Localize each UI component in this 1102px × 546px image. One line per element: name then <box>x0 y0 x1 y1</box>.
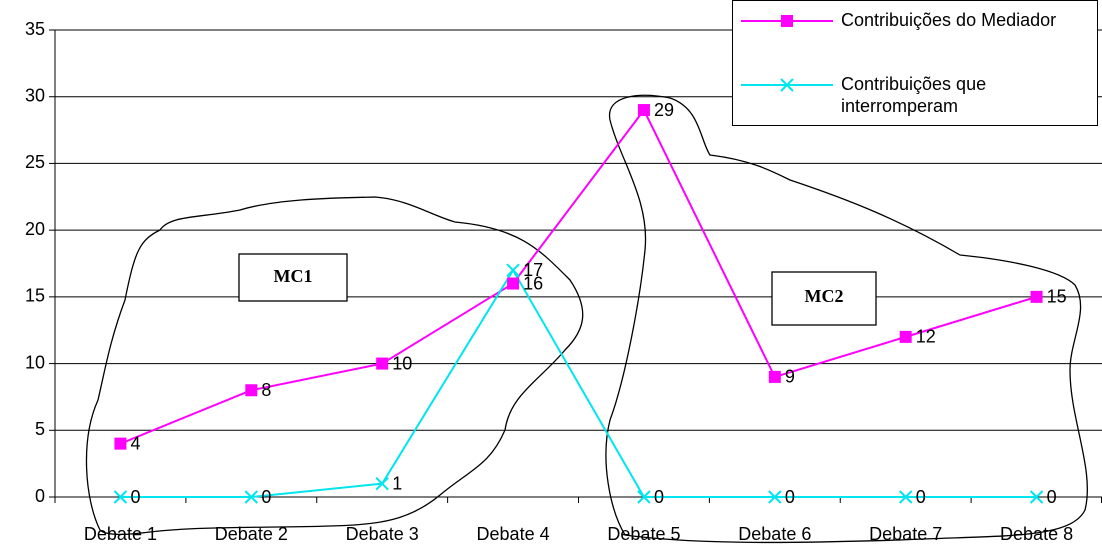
cluster-outline-mc1 <box>86 197 582 534</box>
data-label: 0 <box>1047 487 1057 507</box>
x-tick-label: Debate 1 <box>84 524 157 544</box>
data-label: 29 <box>654 100 674 120</box>
y-tick-label: 20 <box>25 219 45 239</box>
data-label: 9 <box>785 367 795 387</box>
point <box>638 104 650 116</box>
data-label: 17 <box>523 260 543 280</box>
y-tick-label: 10 <box>25 352 45 372</box>
legend-swatch <box>741 75 837 95</box>
legend-marker <box>781 15 793 27</box>
y-tick-label: 30 <box>25 85 45 105</box>
data-label: 1 <box>392 473 402 493</box>
data-label: 15 <box>1047 287 1067 307</box>
y-tick-label: 0 <box>35 486 45 506</box>
annotation: MC1 <box>274 266 313 286</box>
point <box>1031 291 1043 303</box>
x-tick-label: Debate 7 <box>869 524 942 544</box>
point <box>900 331 912 343</box>
point <box>376 358 388 370</box>
y-tick-label: 35 <box>25 19 45 39</box>
x-tick-label: Debate 5 <box>607 524 680 544</box>
data-label: 0 <box>130 487 140 507</box>
data-label: 0 <box>261 487 271 507</box>
point <box>769 371 781 383</box>
data-label: 12 <box>916 327 936 347</box>
x-tick-label: Debate 3 <box>346 524 419 544</box>
x-tick-label: Debate 4 <box>477 524 550 544</box>
x-tick-label: Debate 8 <box>1000 524 1073 544</box>
legend-label: Contribuições do Mediador <box>841 9 1061 31</box>
y-tick-label: 5 <box>35 419 45 439</box>
data-label: 0 <box>916 487 926 507</box>
y-tick-label: 15 <box>25 286 45 306</box>
data-label: 8 <box>261 380 271 400</box>
y-tick-label: 25 <box>25 152 45 172</box>
point <box>507 264 519 276</box>
point <box>507 278 519 290</box>
data-label: 0 <box>654 487 664 507</box>
chart-container: MC1 MC2 05101520253035Debate 1Debate 2De… <box>0 0 1102 546</box>
legend: Contribuições do Mediador Contribuições q… <box>732 0 1098 126</box>
data-label: 4 <box>130 433 140 453</box>
legend-label: Contribuições que interromperam <box>841 73 1061 117</box>
point <box>114 438 126 450</box>
series-line <box>120 270 1036 497</box>
legend-swatch <box>741 11 837 31</box>
cluster-outlines <box>86 95 1087 542</box>
x-tick-label: Debate 2 <box>215 524 288 544</box>
data-label: 0 <box>785 487 795 507</box>
annotation: MC2 <box>805 286 844 306</box>
x-tick-label: Debate 6 <box>738 524 811 544</box>
point <box>245 384 257 396</box>
data-label: 10 <box>392 353 412 373</box>
